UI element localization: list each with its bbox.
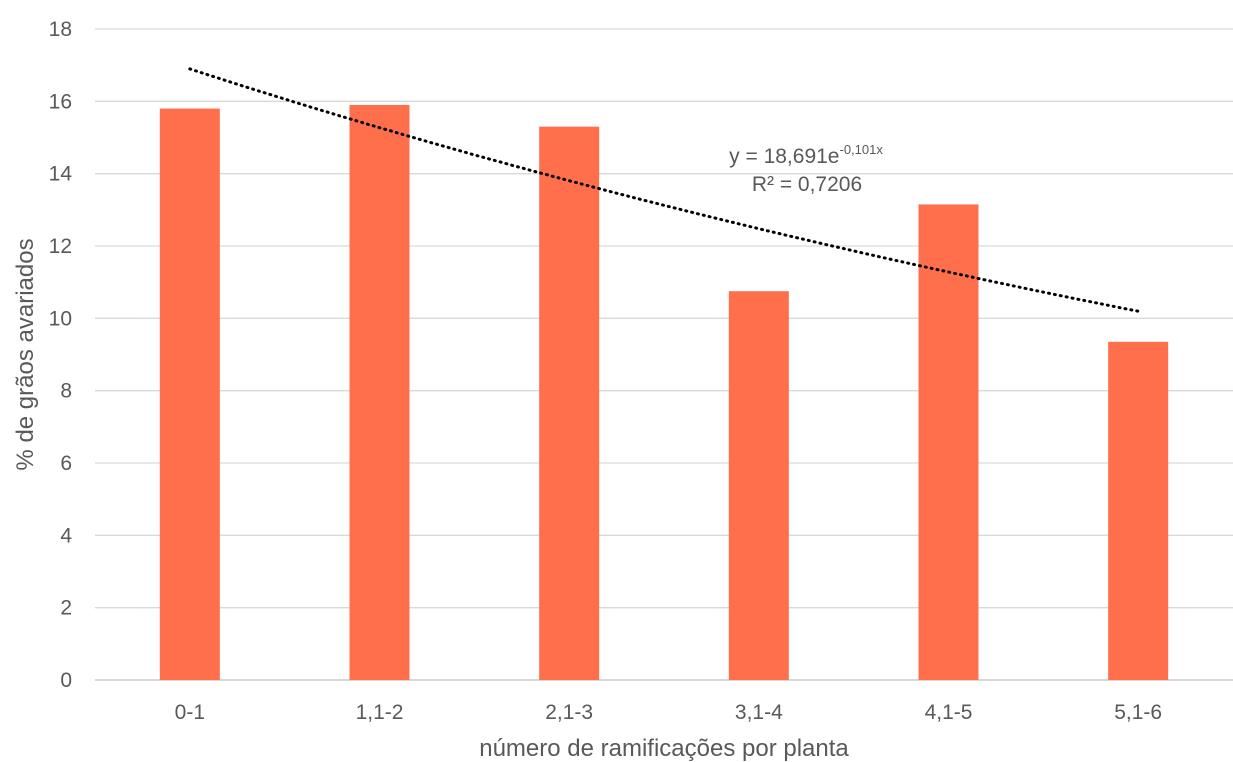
- x-axis-ticks: 0-1 1,1-2 2,1-3 3,1-4 4,1-5 5,1-6: [175, 701, 1162, 724]
- x-tick-label: 3,1-4: [735, 701, 783, 724]
- trendline-path: [188, 67, 1140, 313]
- y-tick-label: 18: [49, 18, 72, 41]
- y-tick-label: 6: [60, 452, 72, 475]
- y-axis-title: % de grãos avariados: [12, 238, 39, 470]
- trendline-r-squared: R² = 0,7206: [752, 173, 862, 196]
- bar-0-1: [159, 108, 220, 681]
- x-tick-label: 1,1-2: [356, 701, 404, 724]
- y-tick-label: 0: [60, 669, 72, 692]
- bars: [159, 104, 1169, 681]
- x-axis-title: número de ramificações por planta: [479, 735, 849, 762]
- y-tick-label: 14: [49, 163, 73, 186]
- x-tick-label: 4,1-5: [925, 701, 973, 724]
- trendline-equation-exponent: -0,101x: [839, 142, 883, 157]
- y-axis-ticks: 0 2 4 6 8 10 12 14 16 18: [49, 18, 73, 692]
- y-tick-label: 16: [49, 90, 72, 113]
- bar-1,1-2: [349, 104, 410, 680]
- trendline: [188, 67, 1140, 313]
- gridlines: [95, 28, 1233, 681]
- x-tick-label: 2,1-3: [545, 701, 593, 724]
- bar-4,1-5: [918, 204, 979, 681]
- bar-3,1-4: [728, 291, 789, 680]
- bar-5,1-6: [1108, 341, 1169, 680]
- trendline-equation: y = 18,691e-0,101x: [729, 142, 883, 168]
- y-tick-label: 12: [49, 235, 72, 258]
- x-tick-label: 0-1: [175, 701, 205, 724]
- y-tick-label: 8: [60, 380, 72, 403]
- y-tick-label: 4: [60, 524, 72, 547]
- y-tick-label: 2: [60, 597, 72, 620]
- bar-2,1-3: [539, 126, 600, 680]
- x-tick-label: 5,1-6: [1114, 701, 1162, 724]
- y-tick-label: 10: [49, 307, 72, 330]
- trendline-equation-base: y = 18,691e: [729, 145, 839, 168]
